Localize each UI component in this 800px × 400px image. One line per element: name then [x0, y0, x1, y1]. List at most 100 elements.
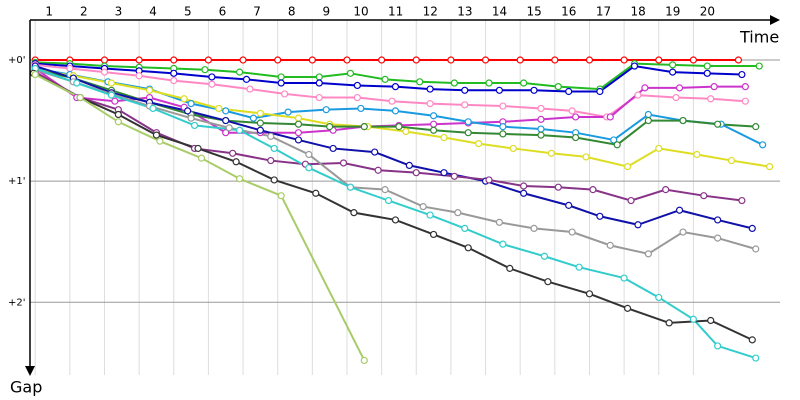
x-tick-label: 4: [149, 5, 157, 19]
series-point: [499, 130, 507, 138]
series-point: [305, 164, 313, 172]
series-point: [689, 315, 697, 323]
series-point: [634, 221, 642, 229]
series-point: [440, 133, 448, 142]
series-point: [620, 274, 628, 282]
series-point: [582, 153, 590, 161]
series-point: [568, 228, 576, 236]
x-tick-label: 10: [353, 5, 368, 19]
series-point: [343, 56, 351, 64]
series-point: [544, 278, 552, 286]
series-point: [246, 85, 254, 93]
series-point: [346, 183, 355, 191]
series-point: [256, 109, 264, 117]
series-point: [634, 91, 642, 99]
series-point: [235, 126, 244, 134]
series-point: [170, 56, 178, 64]
series-point: [249, 114, 258, 122]
series-point: [703, 62, 711, 70]
series-point: [429, 112, 438, 120]
series-point: [461, 86, 469, 94]
series-point: [644, 116, 652, 125]
series-point: [100, 56, 109, 64]
series-point: [499, 102, 507, 110]
series-point: [204, 56, 213, 64]
series-point: [672, 93, 680, 102]
series-point: [752, 123, 760, 131]
series-point: [461, 224, 469, 233]
series-point: [267, 132, 275, 140]
series-point: [426, 85, 434, 93]
series-point: [450, 79, 458, 87]
series-point: [135, 56, 143, 64]
series-point: [766, 163, 774, 171]
series-point: [326, 123, 334, 131]
series-point: [499, 123, 507, 131]
series-point: [416, 78, 424, 86]
series-point: [537, 131, 545, 139]
series-point: [208, 80, 216, 88]
series-point: [752, 245, 760, 253]
series-point: [759, 141, 767, 149]
series-point: [294, 114, 303, 122]
series-point: [530, 86, 538, 94]
x-tick-label: 19: [665, 5, 680, 19]
x-tick-label: 9: [323, 5, 331, 19]
series-point: [540, 252, 549, 260]
x-tick-label: 7: [253, 5, 261, 19]
series-point: [454, 209, 462, 217]
y-axis-arrow: [25, 366, 35, 376]
series-point: [551, 56, 559, 64]
series-point: [107, 91, 116, 99]
series-point: [703, 69, 711, 77]
series-point: [381, 186, 389, 194]
series-point: [145, 86, 154, 94]
series-point: [305, 150, 313, 159]
series-point: [461, 101, 469, 109]
series-point: [610, 136, 618, 144]
series-point: [485, 176, 493, 184]
series-point: [294, 120, 303, 128]
series-point: [547, 149, 555, 157]
series-point: [596, 212, 604, 220]
series-point: [714, 342, 722, 350]
series-point: [748, 224, 756, 233]
series-point: [315, 79, 323, 87]
series-point: [156, 137, 164, 145]
series-point: [107, 79, 116, 87]
series-point: [284, 108, 292, 116]
series-point: [714, 234, 722, 242]
series-point: [197, 154, 206, 162]
x-tick-label: 16: [561, 5, 576, 19]
series-point: [239, 56, 247, 64]
y-tick-label: +0': [8, 55, 26, 66]
series-point: [270, 144, 278, 153]
series-point: [426, 211, 434, 219]
series-point: [464, 129, 472, 137]
series-point: [339, 159, 348, 167]
series-point: [277, 73, 285, 81]
x-tick-label: 6: [219, 5, 227, 19]
series-point: [520, 182, 528, 190]
series-point: [572, 113, 580, 121]
x-tick-label: 17: [596, 5, 611, 19]
series-point: [679, 228, 687, 236]
series-point: [267, 156, 275, 165]
series-point: [613, 141, 621, 149]
series-point: [222, 129, 230, 137]
series-point: [170, 69, 178, 77]
series-point: [194, 144, 202, 153]
series-point: [741, 97, 749, 105]
series-point: [405, 161, 413, 170]
series-point: [627, 196, 635, 205]
series-point: [714, 216, 722, 224]
series-point: [294, 129, 303, 137]
x-tick-label: 8: [288, 5, 296, 19]
series-point: [374, 166, 382, 174]
series-point: [346, 69, 355, 77]
series-point: [419, 202, 427, 211]
series-point: [693, 150, 701, 159]
series-point: [554, 183, 562, 191]
series-point: [281, 90, 289, 98]
